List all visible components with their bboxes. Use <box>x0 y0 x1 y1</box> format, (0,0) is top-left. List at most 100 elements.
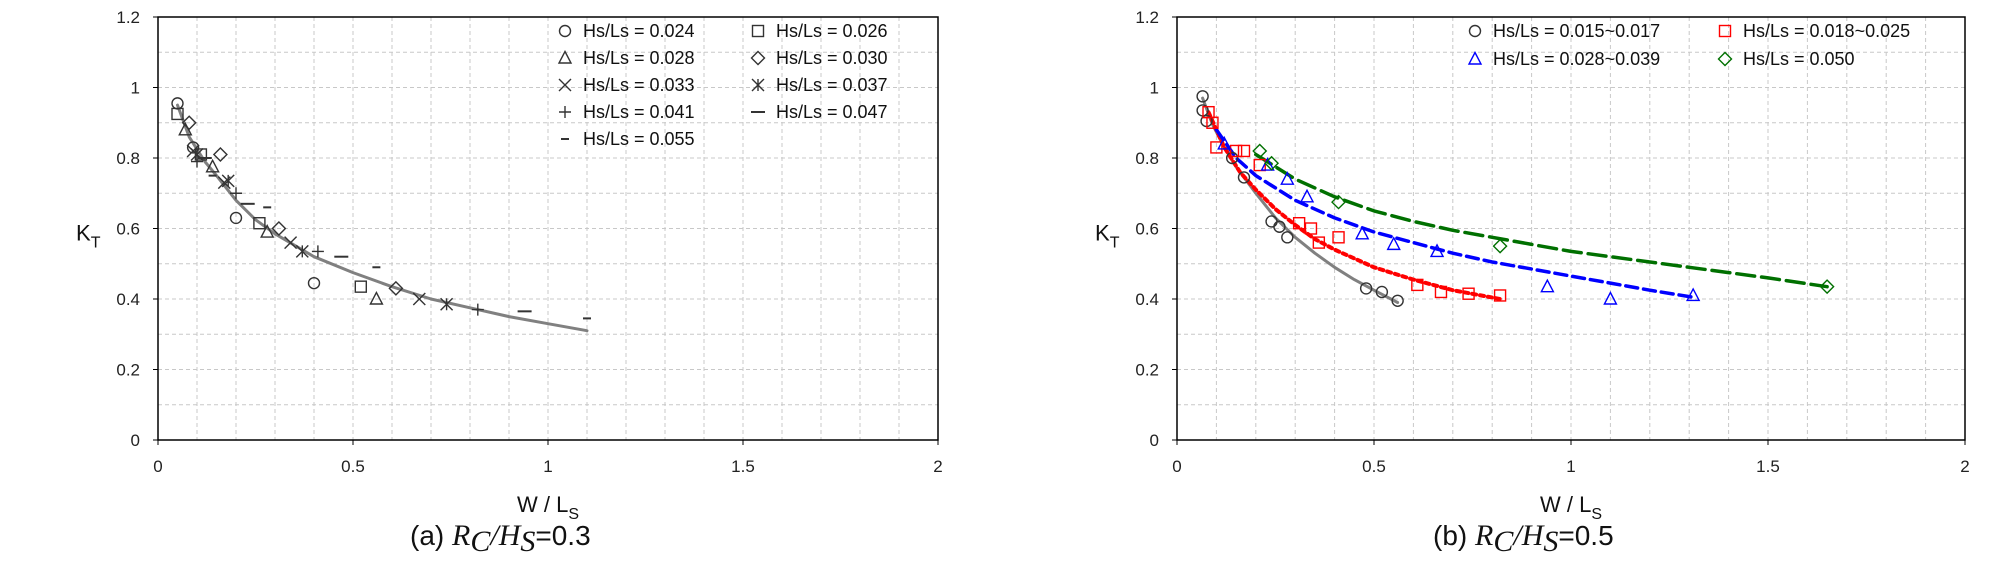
data-point-triangle <box>1386 236 1401 251</box>
data-point-triangle <box>369 290 384 305</box>
x-axis-label-sub: S <box>568 506 579 523</box>
legend-marker <box>557 49 573 64</box>
data-point-diamond <box>1819 279 1835 295</box>
data-point-square <box>1411 278 1424 292</box>
data-point-circle <box>1375 285 1389 299</box>
y-tick-label: 0.6 <box>116 220 140 239</box>
data-point-plus <box>230 187 242 200</box>
y-axis-label: KT <box>76 221 101 252</box>
data-point-diamond <box>181 115 197 131</box>
data-point-circle <box>1359 282 1373 295</box>
legend-marker <box>1717 51 1733 67</box>
y-tick-label: 0.2 <box>116 361 140 380</box>
legend-label: Hs/Ls = 0.026 <box>776 21 888 41</box>
data-point-x <box>284 236 298 250</box>
y-tick-label: 0.8 <box>1135 149 1159 168</box>
data-point-square <box>1237 144 1251 158</box>
y-axis-label-main: K <box>76 221 91 246</box>
caption-numerator-sub: C <box>1493 525 1514 558</box>
data-point-square <box>1493 289 1507 302</box>
series-0 <box>171 97 321 290</box>
fit-curve-solid <box>176 103 589 333</box>
data-point-triangle <box>1603 290 1618 305</box>
x-tick-label: 0 <box>153 457 162 476</box>
legend-label: Hs/Ls = 0.015~0.017 <box>1493 21 1660 41</box>
legend-marker <box>751 24 765 38</box>
data-point-circle <box>307 276 321 290</box>
caption-value: =0.3 <box>535 520 590 551</box>
data-point-plus <box>311 245 324 258</box>
data-point-square <box>1312 236 1326 249</box>
legend-marker <box>558 78 572 92</box>
grid <box>158 17 938 440</box>
x-tick-label: 0 <box>1172 457 1181 476</box>
legend-label: Hs/Ls = 0.047 <box>776 102 888 122</box>
data-point-triangle <box>1540 278 1555 293</box>
data-point-diamond <box>1264 155 1280 171</box>
caption-slash: / <box>1511 519 1524 552</box>
data-point-triangle <box>1260 157 1275 171</box>
series-8 <box>208 174 591 320</box>
fit-curve-longdash <box>1254 152 1829 289</box>
fit-curve-dashed <box>1214 128 1695 299</box>
data-point-square <box>1206 116 1219 129</box>
caption-denominator-sub: S <box>1543 525 1558 558</box>
series-3 <box>1252 143 1835 295</box>
legend-label: Hs/Ls = 0.037 <box>776 75 888 95</box>
x-tick-label: 2 <box>1960 457 1969 476</box>
data-point-square <box>1292 217 1306 230</box>
legend-label: Hs/Ls = 0.033 <box>583 75 695 95</box>
legend-label: Hs/Ls = 0.050 <box>1743 49 1855 69</box>
legend-label: Hs/Ls = 0.028 <box>583 48 695 68</box>
legend-label: Hs/Ls = 0.018~0.025 <box>1743 21 1910 41</box>
y-axis-label-sub: T <box>91 235 101 252</box>
data-point-diamond <box>212 146 228 162</box>
series-5 <box>190 147 454 311</box>
chart-panel-b: 0 0.5 1 1.5 200.20.40.60.811.2W / LSKTHs/Ls … <box>1095 8 1970 558</box>
legend: Hs/Ls = 0.015~0.017 Hs/Ls = 0.018~0.025 Hs… <box>1467 21 1910 69</box>
caption-numerator: R <box>451 519 470 552</box>
data-point-square <box>1304 222 1318 235</box>
legend-marker <box>558 24 572 38</box>
y-tick-label: 0 <box>131 431 140 450</box>
series-6 <box>191 155 484 316</box>
data-point-circle <box>1281 231 1294 244</box>
data-point-square <box>194 148 208 161</box>
y-tick-label: 0.8 <box>116 149 140 168</box>
data-point-triangle <box>205 158 220 173</box>
data-point-square <box>1253 158 1266 172</box>
grid <box>1177 17 1965 440</box>
series-3 <box>181 115 404 296</box>
data-point-circle <box>1196 90 1209 103</box>
x-tick-label: 1 <box>543 457 552 476</box>
legend-marker <box>751 78 765 92</box>
series-4 <box>186 144 426 306</box>
y-axis-label-sub: T <box>1110 235 1120 252</box>
data-point-triangle <box>1299 188 1315 203</box>
caption-prefix: (b) <box>1433 520 1475 551</box>
y-axis-label: KT <box>1095 221 1120 252</box>
data-point-x <box>412 292 426 306</box>
series-2 <box>178 121 384 305</box>
x-tick-label: 0.5 <box>341 457 365 476</box>
legend-label: Hs/Ls = 0.030 <box>776 48 888 68</box>
x-axis-label-sub: S <box>1591 506 1602 523</box>
caption-value: =0.5 <box>1558 520 1613 551</box>
data-point-square <box>1229 144 1243 158</box>
x-tick-label: 1.5 <box>1756 457 1780 476</box>
y-tick-label: 1.2 <box>116 8 140 27</box>
x-tick-label: 2 <box>933 457 942 476</box>
chart-panel-a: 0 0.5 1 1.5 200.20.40.60.811.2W / LSKTHs/Ls … <box>76 8 943 558</box>
legend-marker <box>1468 24 1482 38</box>
data-point-circle <box>1391 294 1404 307</box>
data-point-triangle <box>1685 287 1701 302</box>
data-point-triangle <box>1429 243 1445 258</box>
panel-caption: (a) RC/HS=0.3 <box>410 519 591 558</box>
data-point-plus <box>191 155 203 168</box>
legend-marker <box>1467 50 1483 65</box>
caption-denominator: H <box>1521 519 1546 552</box>
x-tick-label: 0.5 <box>1362 457 1386 476</box>
series-2 <box>1217 135 1701 305</box>
y-axis-label-main: K <box>1095 221 1110 246</box>
